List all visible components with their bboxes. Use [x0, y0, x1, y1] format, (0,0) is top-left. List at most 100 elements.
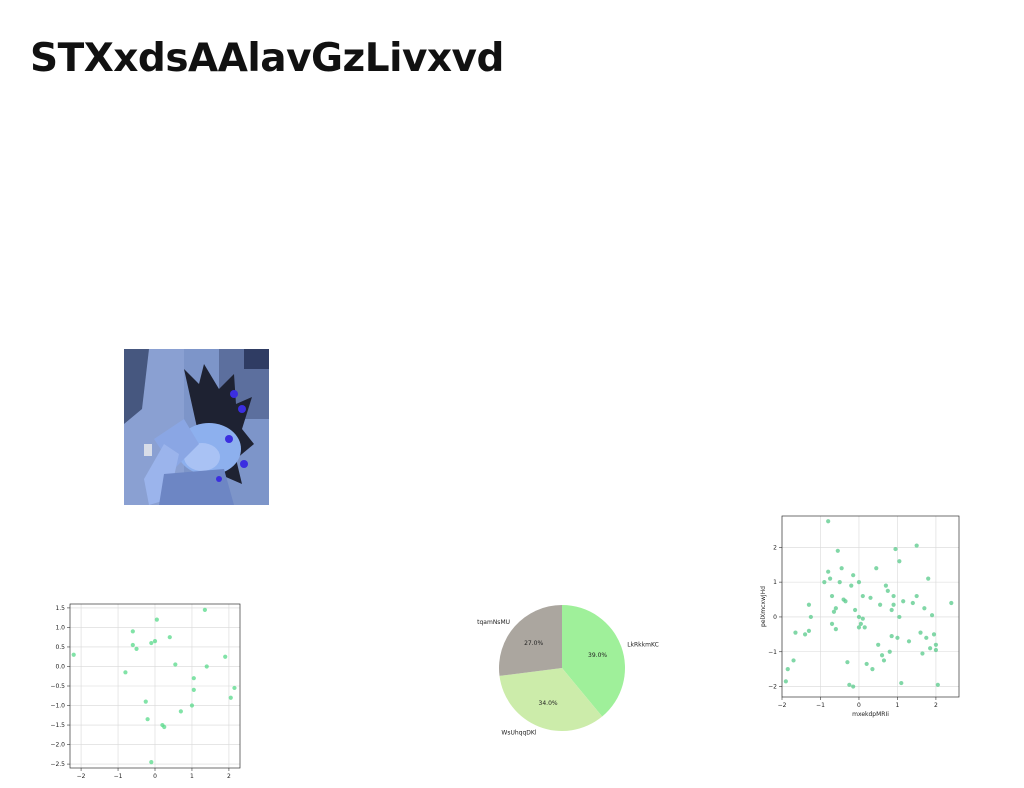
scatter-point [926, 576, 931, 581]
scatter-point [149, 760, 154, 765]
scatter-point [167, 635, 172, 640]
y-tick-label: 0.0 [55, 663, 65, 670]
scatter-point [228, 695, 233, 700]
y-tick-label: 1.5 [55, 605, 65, 612]
scatter-point [885, 588, 890, 593]
scatter-point [929, 613, 935, 618]
scatter-point [189, 703, 195, 708]
x-tick-label: −2 [778, 702, 787, 709]
scatter-point [860, 616, 865, 621]
x-tick-label: 0 [153, 773, 157, 780]
x-tick-label: −1 [816, 702, 825, 709]
pie-percent-label: 34.0% [539, 700, 558, 707]
pie-slice-label: WsUhqqDKl [501, 729, 536, 736]
scatter-point [223, 654, 228, 659]
scatter-point [856, 625, 862, 630]
scatter-point [889, 633, 894, 639]
scatter-point [826, 569, 831, 574]
scatter-point [791, 658, 796, 663]
scatter-chart-right: −2 −1 0 1 2 −2 −1 0 1 2 mxekdpMRIi pelXmcxwJHd [760, 515, 960, 718]
scatter-point [822, 580, 827, 585]
scatter-point [889, 607, 894, 613]
scatter-point [833, 606, 838, 611]
scatter-point [71, 652, 76, 657]
scatter-point [851, 573, 856, 578]
y-tick-label: 0 [773, 614, 777, 621]
scatter-point [178, 709, 183, 714]
y-tick-label: −2 [768, 684, 777, 691]
scatter-point [845, 660, 850, 665]
scatter-point [145, 717, 150, 722]
x-axis-label: mxekdpMRIi [852, 711, 889, 718]
scatter-point [901, 599, 906, 604]
y-tick-label: 1.0 [55, 624, 65, 631]
scatter-point [933, 642, 939, 647]
scatter-point [891, 602, 896, 607]
scatter-point [130, 642, 135, 648]
scatter-point [860, 593, 865, 599]
scatter-point [843, 599, 848, 604]
y-tick-label: −2.5 [50, 761, 65, 768]
x-tick-label: 2 [934, 702, 938, 709]
pie-slice-label: tqamNsMU [477, 619, 510, 626]
y-tick-label: −1.0 [50, 703, 65, 710]
scatter-point [851, 684, 856, 689]
x-tick-label: −2 [77, 773, 86, 780]
scatter-point [899, 680, 904, 686]
scatter-point [856, 580, 862, 585]
scatter-point [891, 593, 896, 599]
y-tick-label: −1.5 [50, 722, 65, 729]
x-tick-label: 0 [857, 702, 861, 709]
scatter-point [856, 614, 862, 620]
scatter-point [829, 621, 835, 627]
scatter-chart-left: −2 −1 0 1 2 −2.5 −2.0 −1.5 −1.0 −0.5 0.0 0.5 1.0 1.5 [50, 603, 241, 780]
y-tick-label: −1 [768, 649, 777, 656]
scatter-point [853, 607, 858, 613]
x-tick-label: −1 [114, 773, 123, 780]
scatter-point [868, 595, 873, 600]
y-tick-label: −2.0 [50, 742, 65, 749]
scatter-point [870, 667, 875, 672]
scatter-point [802, 632, 808, 637]
scatter-point [173, 662, 178, 667]
scatter-point [928, 646, 933, 651]
scatter-point [874, 566, 879, 571]
scatter-point [887, 649, 892, 654]
scatter-point [849, 583, 854, 588]
photo-image [124, 349, 269, 505]
scatter-point [910, 600, 915, 606]
scatter-point [858, 621, 863, 627]
scatter-point [839, 566, 844, 571]
scatter-point [914, 593, 919, 599]
scatter-point [162, 724, 167, 730]
plot-frame [69, 603, 241, 769]
y-tick-label: 1 [773, 579, 777, 586]
scatter-point [793, 630, 798, 635]
scatter-point [895, 635, 900, 640]
scatter-point [123, 670, 128, 675]
scatter-point [837, 580, 842, 585]
scatter-point [785, 667, 790, 672]
scatter-point [202, 607, 207, 612]
photo-icon [124, 349, 269, 505]
pie-slice [499, 668, 603, 731]
scatter-point [906, 639, 912, 644]
scatter-point [806, 602, 812, 607]
scatter-point [232, 685, 237, 691]
scatter-point [829, 593, 835, 599]
scatter-point [191, 676, 196, 681]
scatter-point [191, 687, 196, 693]
plot-frame [781, 515, 960, 698]
x-tick-label: 1 [896, 702, 900, 709]
scatter-point [883, 583, 888, 588]
scatter-point [922, 606, 927, 611]
scatter-point [924, 635, 929, 640]
scatter-point [918, 630, 923, 635]
scatter-point [920, 651, 925, 656]
pie-chart: 39.0% LkRkkmKC 34.0% WsUhqqDKl 27.0% tqamNsMU [477, 605, 659, 736]
scatter-point [783, 679, 788, 684]
scatter-point [154, 617, 159, 622]
scatter-point [935, 682, 940, 687]
page-title: STXxdsAAlavGzLivxvd [30, 36, 504, 81]
scatter-point [864, 661, 869, 667]
